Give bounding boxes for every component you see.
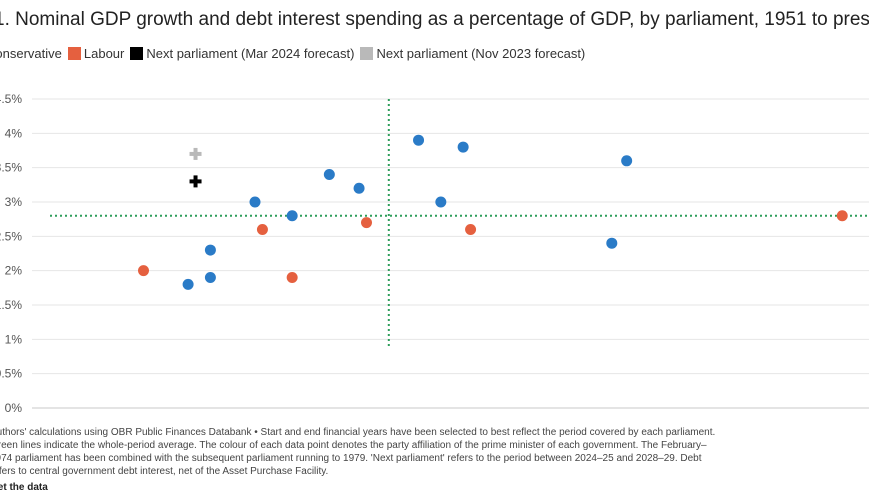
point-next-parliament-nov-2023-forecast <box>189 147 202 160</box>
legend-item-nov-2023[interactable]: Next parliament (Nov 2023 forecast) <box>360 46 585 61</box>
point-conservative <box>204 244 216 256</box>
y-tick-label: 1% <box>5 332 23 346</box>
point-conservative <box>353 182 365 194</box>
y-tick-label: 1.5% <box>0 298 22 312</box>
point-labour <box>836 210 848 222</box>
data-points <box>138 134 848 290</box>
legend-item-mar-2024[interactable]: Next parliament (Mar 2024 forecast) <box>130 46 354 61</box>
point-labour <box>138 265 150 277</box>
scatter-plot: 0% 0.5% 1% 1.5% 2% 2.5% 3% 3.5% 4% 4.5% <box>0 92 869 415</box>
chart-footnote: Authors' calculations using OBR Public F… <box>0 426 869 478</box>
y-tick-label: 2.5% <box>0 229 22 243</box>
point-labour <box>465 223 477 235</box>
chart-title: 1. Nominal GDP growth and debt interest … <box>0 9 869 30</box>
legend-item-conservative[interactable]: Conservative <box>0 46 62 61</box>
plus-bar <box>193 175 198 188</box>
legend-swatch-mar-2024 <box>130 47 144 60</box>
legend-label-nov-2023: Next parliament (Nov 2023 forecast) <box>376 46 586 61</box>
footnote-line-3: 1974 parliament has been combined with t… <box>0 453 702 464</box>
y-tick-label: 4.5% <box>0 92 22 106</box>
y-tick-label: 3.5% <box>0 161 22 175</box>
footnote-line-1: Authors' calculations using OBR Public F… <box>0 427 716 438</box>
point-conservative <box>435 196 447 208</box>
footnote-line-4: refers to central government debt intere… <box>0 466 329 477</box>
point-conservative <box>249 196 261 208</box>
get-the-data-link[interactable]: Get the data <box>0 482 48 493</box>
point-next-parliament-mar-2024-forecast <box>189 175 202 188</box>
chart-legend: Conservative Labour Next parliament (Mar… <box>0 46 591 61</box>
footnote-line-2: Green lines indicate the whole-period av… <box>0 440 707 451</box>
legend-label-conservative: Conservative <box>0 46 62 61</box>
y-axis-tick-labels: 0% 0.5% 1% 1.5% 2% 2.5% 3% 3.5% 4% 4.5% <box>0 92 22 415</box>
point-labour <box>286 272 298 284</box>
y-tick-label: 3% <box>5 195 23 209</box>
legend-label-mar-2024: Next parliament (Mar 2024 forecast) <box>146 46 355 61</box>
legend-swatch-labour <box>67 47 81 60</box>
point-conservative <box>204 272 216 284</box>
legend-label-labour: Labour <box>83 46 125 61</box>
gridlines <box>32 98 869 409</box>
point-labour <box>361 217 373 229</box>
legend-item-labour[interactable]: Labour <box>67 46 125 61</box>
y-tick-label: 0% <box>5 401 23 415</box>
point-conservative <box>323 169 335 181</box>
point-conservative <box>182 278 194 290</box>
average-lines <box>50 99 869 348</box>
legend-swatch-nov-2023 <box>360 47 374 60</box>
point-conservative <box>286 210 298 222</box>
y-tick-label: 4% <box>5 126 23 140</box>
y-tick-label: 0.5% <box>0 367 22 381</box>
y-tick-label: 2% <box>5 264 23 278</box>
plus-bar <box>193 147 198 160</box>
point-conservative <box>621 155 633 167</box>
point-labour <box>256 223 268 235</box>
point-conservative <box>606 237 618 249</box>
point-conservative <box>413 134 425 146</box>
point-conservative <box>457 141 469 153</box>
